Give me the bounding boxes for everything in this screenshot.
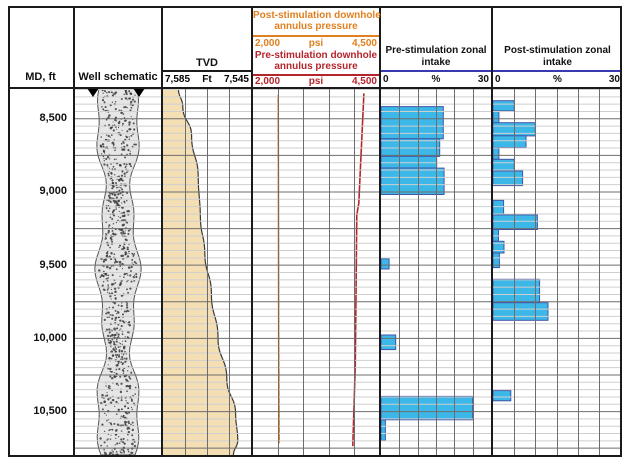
schematic-gridlines xyxy=(75,89,161,457)
post-intake-scale-low: 0 xyxy=(495,74,501,85)
pre-stim-pressure-title-line2: annulus pressure xyxy=(274,61,358,72)
intake-bar xyxy=(381,167,445,195)
pre-intake-scale-unit: % xyxy=(431,74,441,85)
pre-intake-header-rule xyxy=(381,70,491,72)
post-stim-scale-high: 4,500 xyxy=(351,38,377,49)
post-intake-scale-row: 0 % 30 xyxy=(493,73,622,86)
track-annulus-pressure: Post-stimulation downhole annulus pressu… xyxy=(253,6,381,457)
pre-intake-gridlines xyxy=(381,89,491,457)
track-tvd: TVD 7,585 Ft 7,545 xyxy=(163,6,253,457)
intake-bar xyxy=(493,252,500,269)
intake-bar xyxy=(493,135,527,148)
tvd-scale-low: 7,585 xyxy=(165,74,191,85)
post-intake-gridlines xyxy=(493,89,622,457)
post-stim-pressure-title-line1: Post-stimulation downhole xyxy=(253,10,381,21)
track-pre-stimulation-zonal-intake: Pre-stimulation zonal intake 0 % 30 xyxy=(381,6,493,457)
intake-bar xyxy=(381,258,390,270)
track-header-post-intake: Post-stimulation zonal intake 0 % 30 xyxy=(493,6,622,89)
intake-bar xyxy=(493,390,512,402)
track-header-annulus-pressure: Post-stimulation downhole annulus pressu… xyxy=(253,6,381,89)
post-stim-pressure-title-line2: annulus pressure xyxy=(274,21,358,32)
pre-stim-scale-high: 4,500 xyxy=(351,76,377,87)
track-post-stimulation-zonal-intake: Post-stimulation zonal intake 0 % 30 xyxy=(493,6,622,457)
pre-stim-pressure-rule xyxy=(253,74,379,76)
intake-bar xyxy=(493,302,549,321)
post-intake-header-rule xyxy=(493,70,622,72)
tvd-body xyxy=(163,89,251,457)
pre-intake-scale-row: 0 % 30 xyxy=(381,73,491,86)
pre-stim-pressure-scale-row: 2,000 psi 4,500 xyxy=(253,75,379,88)
pre-stim-pressure-title-line1: Pre-stimulation downhole xyxy=(254,50,378,61)
post-stim-pressure-rule xyxy=(253,35,379,37)
tvd-scale-row: 7,585 Ft 7,545 xyxy=(163,73,251,86)
md-tick-label: 9,500 xyxy=(39,258,67,271)
md-tick-label: 10,000 xyxy=(33,331,67,344)
well-schematic-body xyxy=(75,89,161,457)
intake-bar xyxy=(493,214,538,231)
post-intake-scale-high: 30 xyxy=(608,74,620,85)
track-header-measured-depth: MD, ft xyxy=(8,6,73,89)
figure-frame xyxy=(8,6,622,457)
md-tick-label: 9,000 xyxy=(39,185,67,198)
pre-intake-body xyxy=(381,89,491,457)
post-intake-title: Post-stimulation zonal intake xyxy=(504,45,611,68)
intake-bar xyxy=(381,395,474,421)
track-measured-depth: MD, ft 8,500 9,000 9,500 10,000 10,500 xyxy=(8,6,75,457)
track-header-tvd: TVD 7,585 Ft 7,545 xyxy=(163,6,251,89)
well-schematic-header-label: Well schematic xyxy=(78,71,158,83)
track-header-pre-intake: Pre-stimulation zonal intake 0 % 30 xyxy=(381,6,491,89)
post-stim-scale-low: 2,000 xyxy=(255,38,281,49)
pre-intake-scale-high: 30 xyxy=(477,74,489,85)
track-well-schematic: Well schematic xyxy=(75,6,163,457)
post-intake-body xyxy=(493,89,622,457)
md-header-label: MD, ft xyxy=(25,71,56,83)
post-stim-pressure-scale-row: 2,000 psi 4,500 xyxy=(253,37,379,50)
tvd-header-rule xyxy=(163,70,251,72)
md-tick-label: 8,500 xyxy=(39,112,67,125)
tvd-scale-unit: Ft xyxy=(202,74,212,85)
perforation-arrow-left-icon xyxy=(87,89,99,97)
pre-stim-scale-low: 2,000 xyxy=(255,76,281,87)
intake-bar xyxy=(493,170,524,187)
pre-intake-title: Pre-stimulation zonal intake xyxy=(385,45,487,68)
pre-stim-scale-unit: psi xyxy=(308,76,324,87)
tvd-scale-high: 7,545 xyxy=(223,74,249,85)
tvd-title: TVD xyxy=(196,57,218,69)
track-header-well-schematic: Well schematic xyxy=(75,6,161,89)
pressure-gridlines xyxy=(253,89,379,457)
md-tick-label: 10,500 xyxy=(33,405,67,418)
perforation-arrow-right-icon xyxy=(133,89,145,97)
pre-intake-scale-low: 0 xyxy=(383,74,389,85)
tvd-gridlines xyxy=(163,89,251,457)
post-intake-scale-unit: % xyxy=(553,74,562,85)
md-label-column: 8,500 9,000 9,500 10,000 10,500 xyxy=(8,89,73,457)
post-stim-scale-unit: psi xyxy=(308,38,324,49)
annulus-pressure-body xyxy=(253,89,379,457)
